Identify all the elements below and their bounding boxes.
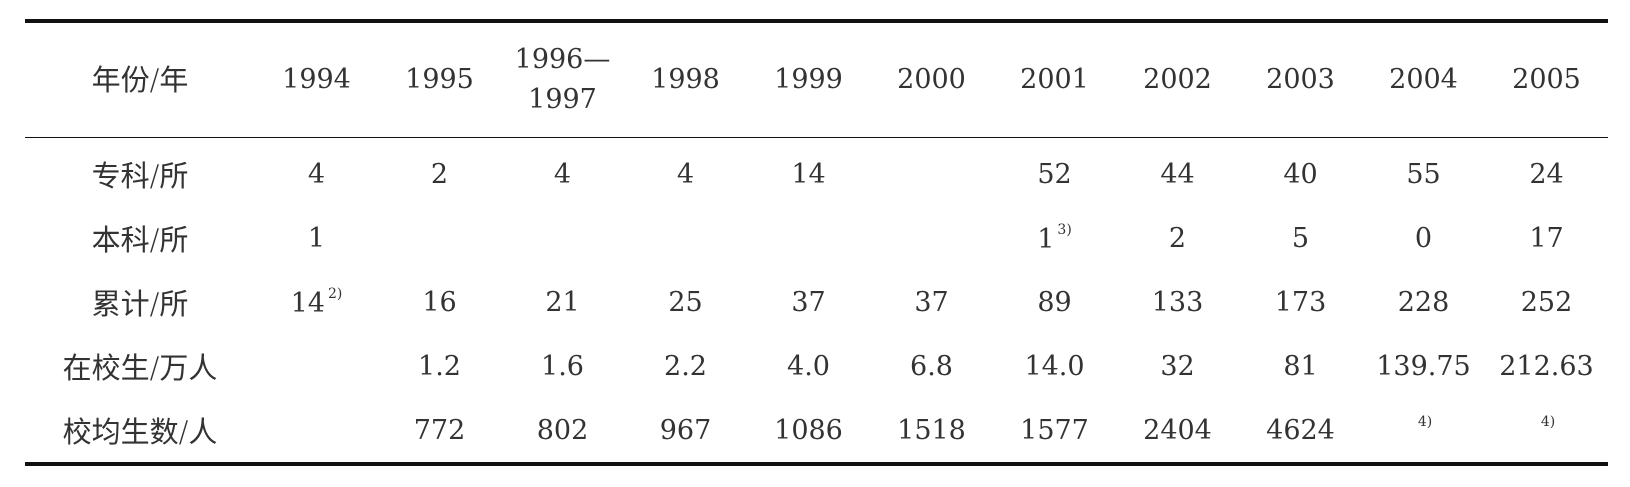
table-cell — [501, 206, 624, 270]
table-cell: 17 — [1529, 222, 1564, 254]
row-label: 在校生/万人 — [62, 351, 218, 385]
header-cell: 年份/年 — [25, 21, 255, 138]
table-cell: 4) — [1362, 398, 1485, 464]
table-cell: 1.6 — [541, 350, 584, 382]
row-label: 本科/所 — [91, 223, 189, 257]
table-row: 累计/所 14 2) 16 21 25 37 37 89 133 173 228 252 — [25, 270, 1608, 334]
table-cell: 37 — [914, 286, 949, 318]
table-cell: 21 — [545, 286, 580, 318]
row-label: 校均生数/人 — [62, 415, 218, 449]
table-cell: 4.0 — [787, 350, 830, 382]
table-cell: 228 — [1397, 286, 1450, 318]
table-cell: 16 — [422, 286, 457, 318]
table-cell: 4624 — [1266, 414, 1335, 446]
table-cell: 52 — [1037, 158, 1072, 190]
table-cell: 1 3) — [993, 206, 1116, 270]
table-cell: 4 — [553, 158, 572, 190]
header-cell: 2003 — [1239, 21, 1362, 138]
header-cell: 2004 — [1362, 21, 1485, 138]
table-cell — [870, 138, 993, 207]
cell-text: 14 — [290, 287, 325, 319]
header-cell: 2001 — [993, 21, 1116, 138]
table-cell — [747, 206, 870, 270]
table-cell: 14 2) — [255, 270, 378, 334]
table-cell: 139.75 — [1376, 350, 1471, 382]
table-cell: 252 — [1520, 286, 1573, 318]
table-cell: 37 — [791, 286, 826, 318]
table-cell: 133 — [1151, 286, 1204, 318]
header-line: 1996— — [514, 44, 611, 75]
table-cell: 2 — [1168, 222, 1187, 254]
data-table: 年份/年 1994 1995 1996— 1997 1998 1999 2000 2001 200… — [25, 19, 1608, 466]
header-cell: 1995 — [378, 21, 501, 138]
table-cell: 44 — [1160, 158, 1195, 190]
table-cell — [378, 206, 501, 270]
table-cell: 89 — [1037, 286, 1072, 318]
table-cell — [255, 334, 378, 398]
table-cell: 24 — [1529, 158, 1564, 190]
table-cell: 967 — [659, 414, 712, 446]
table-row: 校均生数/人 772 802 967 1086 1518 1577 2404 4624 4) 4) — [25, 398, 1608, 464]
footnote-mark: 3) — [1057, 221, 1072, 238]
table-cell: 2404 — [1143, 414, 1212, 446]
footnote-mark: 4) — [1417, 413, 1433, 430]
table-row: 在校生/万人 1.2 1.6 2.2 4.0 6.8 14.0 32 81 139.75 212.6… — [25, 334, 1608, 398]
table-row: 本科/所 1 1 3) 2 5 0 17 — [25, 206, 1608, 270]
table-cell: 32 — [1160, 350, 1195, 382]
table-body: 专科/所 4 2 4 4 14 52 44 40 55 24 本科/所 1 1 3) 2 5 0 17 累计/所 14 2… — [25, 138, 1608, 465]
table-cell: 2.2 — [664, 350, 707, 382]
table-cell: 14.0 — [1024, 350, 1085, 382]
table-cell: 6.8 — [910, 350, 953, 382]
table-cell: 4 — [676, 158, 695, 190]
table-cell: 40 — [1283, 158, 1318, 190]
footnote-mark: 2) — [327, 285, 343, 302]
cell-text: 1 — [1037, 223, 1055, 255]
table-cell: 0 — [1414, 222, 1433, 254]
header-cell: 2005 — [1485, 21, 1608, 138]
table-cell: 1518 — [897, 414, 966, 446]
table-cell — [870, 206, 993, 270]
table-row: 专科/所 4 2 4 4 14 52 44 40 55 24 — [25, 138, 1608, 207]
table-cell: 1086 — [774, 414, 843, 446]
table-cell — [255, 398, 378, 464]
table-cell: 1.2 — [418, 350, 461, 382]
table-cell: 4) — [1485, 398, 1608, 464]
header-line: 1997 — [528, 84, 597, 115]
table-cell: 173 — [1274, 286, 1327, 318]
row-label: 累计/所 — [91, 287, 189, 321]
header-cell: 1998 — [624, 21, 747, 138]
table-cell: 4 — [307, 158, 326, 190]
table-cell — [624, 206, 747, 270]
table-cell: 14 — [791, 158, 826, 190]
row-label: 专科/所 — [91, 159, 189, 193]
header-cell: 1999 — [747, 21, 870, 138]
table-cell: 55 — [1406, 158, 1441, 190]
table-cell: 25 — [668, 286, 703, 318]
footnote-mark: 4) — [1540, 413, 1556, 430]
table-cell: 81 — [1283, 350, 1318, 382]
table-header: 年份/年 1994 1995 1996— 1997 1998 1999 2000 2001 200… — [25, 21, 1608, 138]
table-cell: 1577 — [1020, 414, 1089, 446]
table-cell: 5 — [1291, 222, 1310, 254]
header-cell: 2002 — [1116, 21, 1239, 138]
header-cell: 1994 — [255, 21, 378, 138]
header-cell: 1996— 1997 — [501, 21, 624, 138]
table-cell: 1 — [307, 222, 326, 254]
table-cell: 212.63 — [1499, 350, 1594, 382]
header-row: 年份/年 1994 1995 1996— 1997 1998 1999 2000 2001 200… — [25, 21, 1608, 138]
table-cell: 2 — [430, 158, 449, 190]
table-cell: 802 — [536, 414, 589, 446]
table-cell: 772 — [413, 414, 466, 446]
header-cell: 2000 — [870, 21, 993, 138]
